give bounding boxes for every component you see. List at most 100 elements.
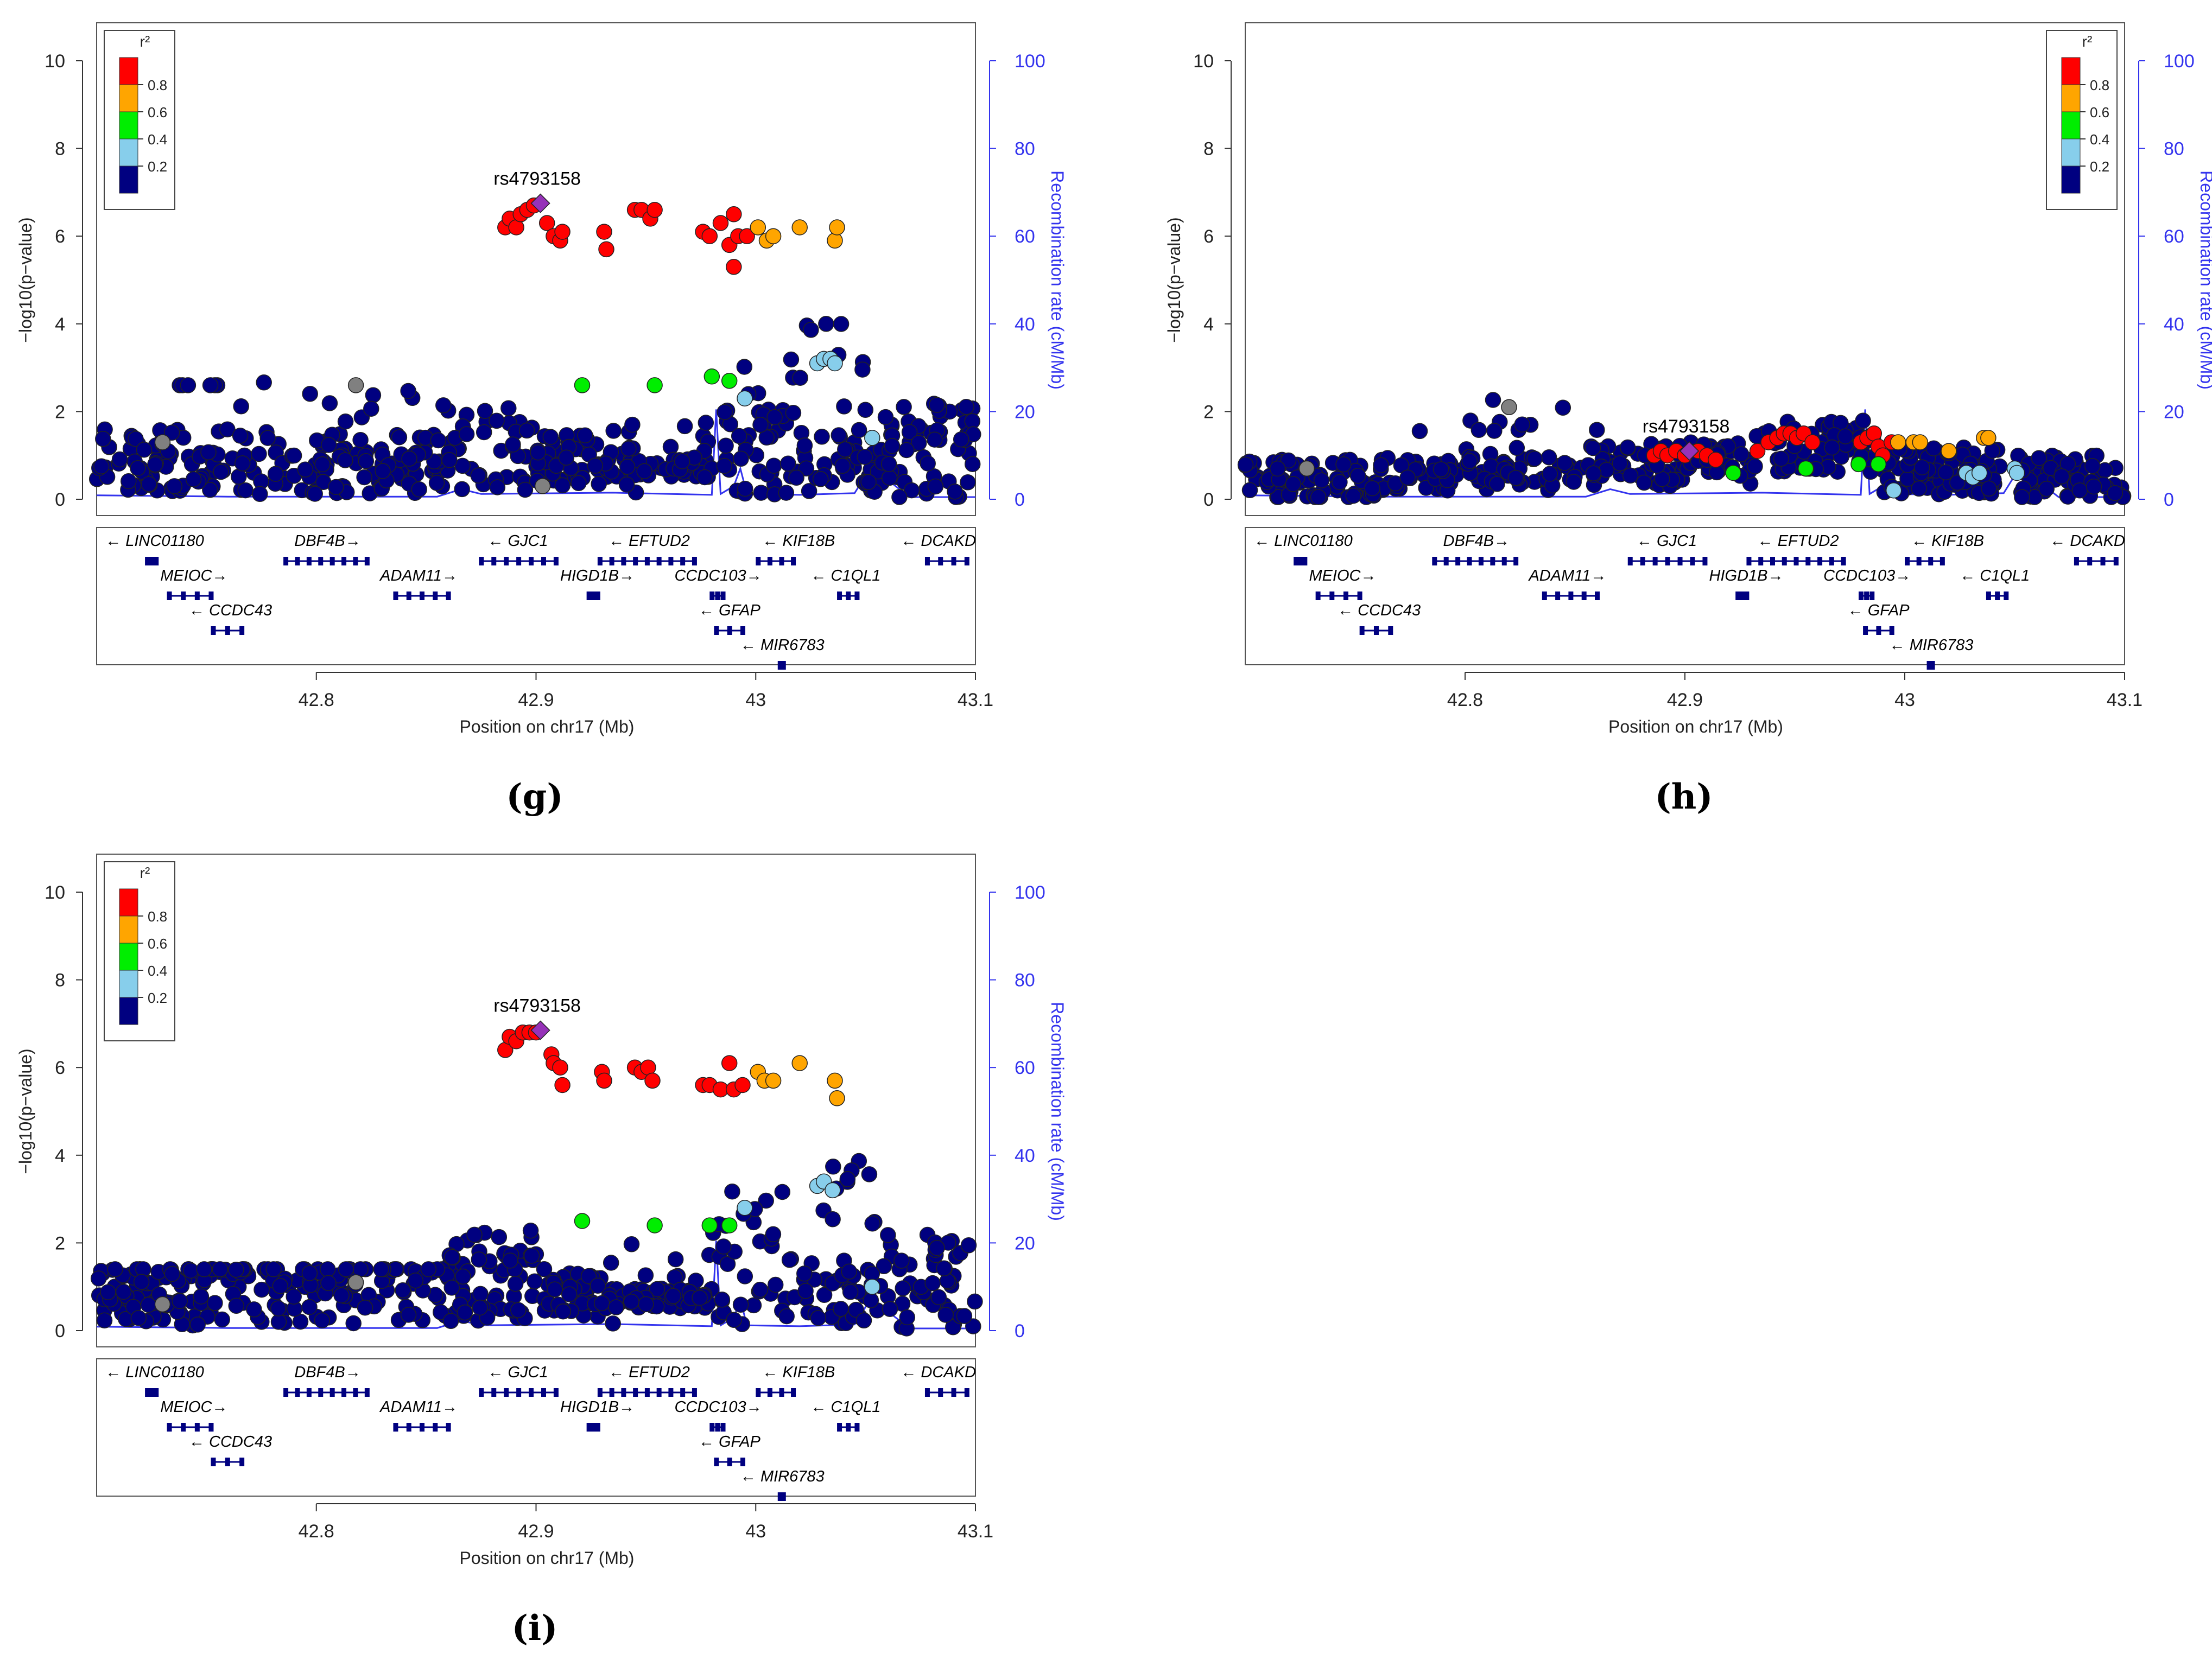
snp-point-r2-low — [115, 1283, 132, 1300]
gene-exon — [586, 1423, 592, 1432]
snp-point-r2-0204 — [737, 1200, 753, 1216]
gene-exon — [1513, 557, 1519, 565]
legend-label: 0.8 — [148, 77, 167, 93]
snp-point-r2-low — [692, 1289, 708, 1306]
gene-exon — [1859, 592, 1864, 600]
gene-exon — [1568, 592, 1574, 600]
snp-point-r2-low — [265, 1261, 282, 1277]
snp-point-r2-low — [1486, 423, 1503, 439]
snp-point-r2-low — [420, 1261, 437, 1277]
snp-point-r2-low — [774, 1184, 791, 1200]
snp-point-r2-low — [472, 1299, 488, 1316]
gene-exon — [924, 557, 930, 565]
gene-exon — [1841, 557, 1846, 565]
snp-point-r2-low — [1285, 476, 1302, 492]
gene-exon — [393, 592, 398, 600]
gene-exon — [656, 1388, 662, 1397]
gene-exon — [595, 592, 600, 600]
gene-exon — [446, 1423, 451, 1432]
snp-point-r2-low — [765, 457, 782, 474]
gene-exon — [1758, 557, 1764, 565]
snp-point-r2-low — [860, 474, 877, 490]
lead-snp-label: rs4793158 — [1643, 416, 1730, 437]
gene-exon — [239, 626, 245, 635]
gene-label: ← DCAKD — [901, 532, 976, 550]
snp-point-r2-0810 — [596, 224, 612, 240]
snp-point-r2-0406 — [574, 377, 591, 393]
snp-point-r2-0810 — [721, 1055, 738, 1071]
gene-exon — [1735, 592, 1741, 600]
snp-point-r2-low — [2084, 457, 2101, 474]
snp-point-r2-low — [2053, 468, 2070, 485]
snp-point-r2-low — [899, 1309, 916, 1326]
y2-axis-label: Recombination rate (cM/Mb) — [2197, 170, 2212, 390]
gene-label: ← EFTUD2 — [1758, 532, 1839, 550]
snp-point-r2-0608 — [791, 1055, 808, 1071]
plot-frame — [96, 22, 976, 516]
snp-point-r2-low — [1556, 455, 1573, 471]
snp-point-r2-low — [733, 450, 749, 467]
gene-exon — [1986, 592, 1991, 600]
gene-exon — [1555, 592, 1561, 600]
snp-point-r2-low — [1589, 422, 1605, 438]
snp-point-r2-low — [792, 370, 808, 386]
snp-point-r2-low — [623, 1293, 639, 1310]
snp-point-r2-low — [100, 1284, 116, 1301]
snp-point-r2-0810 — [726, 206, 742, 222]
snp-point-r2-low — [455, 1268, 471, 1285]
gene-exon — [1542, 592, 1547, 600]
gene-exon — [837, 1423, 842, 1432]
gene-exon — [145, 1388, 150, 1397]
gene-label: MEIOC→ — [160, 1398, 227, 1416]
gene-exon — [1315, 592, 1321, 600]
snp-point-r2-low — [90, 1270, 107, 1287]
lead-snp-marker — [1679, 441, 1700, 461]
gene-exon — [1490, 557, 1495, 565]
snp-point-r2-low — [1526, 450, 1543, 467]
legend-label: 0.6 — [2090, 104, 2109, 120]
snp-point-r2-low — [796, 1265, 813, 1282]
y2-tick-label: 80 — [1015, 970, 1035, 991]
gene-exon — [1829, 557, 1834, 565]
snp-point-r2-low — [1911, 480, 1927, 497]
gene-label: ← DCAKD — [901, 1364, 976, 1381]
snp-point-r2-noLD — [347, 377, 364, 393]
snp-point-r2-0810 — [739, 228, 755, 244]
snp-point-r2-0810 — [554, 224, 571, 240]
snp-point-r2-low — [778, 1308, 795, 1325]
snp-point-r2-low — [237, 482, 253, 499]
gene-label: ← DCAKD — [2050, 532, 2125, 550]
snp-point-r2-low — [1241, 482, 1258, 499]
gene-exon — [846, 592, 851, 600]
gene-label: ← GFAP — [699, 1433, 761, 1451]
gene-exon — [1652, 557, 1658, 565]
snp-point-r2-low — [471, 1251, 487, 1268]
gene-label: ADAM11→ — [1528, 567, 1606, 584]
y2-tick-label: 20 — [1015, 1233, 1035, 1254]
snp-point-r2-0608 — [1912, 434, 1929, 450]
gene-exon — [433, 592, 438, 600]
gene-exon — [225, 626, 230, 635]
gene-exon — [709, 1423, 715, 1432]
legend-title: r² — [140, 33, 150, 50]
snp-point-r2-low — [1471, 422, 1487, 438]
snp-point-r2-low — [833, 316, 850, 332]
gene-label: ← CCDC43 — [189, 1433, 272, 1451]
gene-exon — [1357, 592, 1362, 600]
snp-point-r2-low — [781, 1251, 798, 1268]
gene-exon — [1359, 626, 1365, 635]
snp-point-r2-low — [435, 397, 452, 414]
gene-exon — [1782, 557, 1787, 565]
snp-point-r2-low — [200, 444, 217, 461]
snp-point-r2-low — [698, 415, 714, 431]
y-tick-label: 8 — [55, 970, 65, 991]
snp-point-r2-low — [500, 400, 517, 416]
y-axis-label: −log10(p−value) — [16, 1048, 35, 1174]
gene-exon — [329, 557, 335, 565]
snp-point-r2-low — [128, 431, 144, 447]
snp-point-r2-low — [196, 1261, 212, 1277]
snp-point-r2-low — [1514, 416, 1530, 433]
plot-frame — [96, 854, 976, 1347]
gene-exon — [491, 557, 497, 565]
